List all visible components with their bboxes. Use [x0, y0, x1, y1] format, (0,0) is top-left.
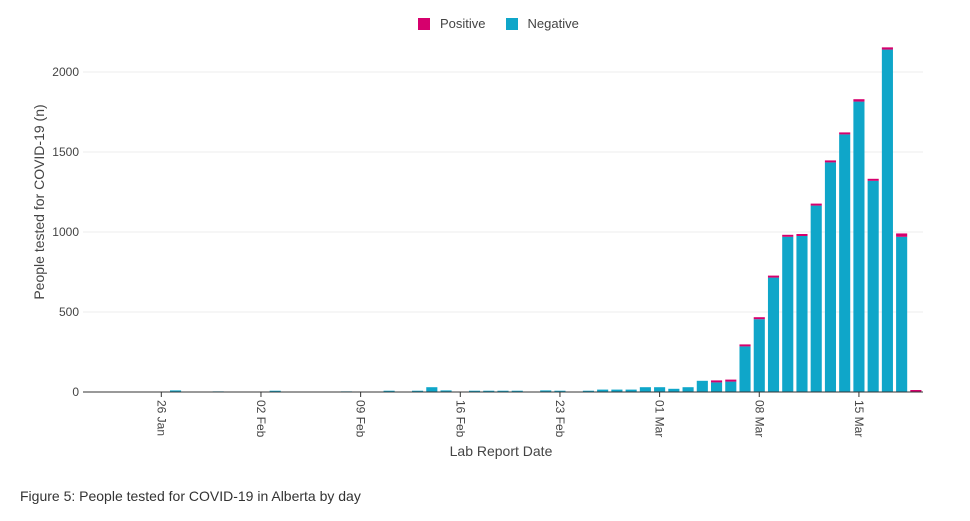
x-tick-label: 09 Feb: [354, 400, 368, 438]
bar-negative[interactable]: [639, 387, 651, 392]
legend-item-negative[interactable]: Negative: [505, 16, 579, 31]
bar-positive[interactable]: [910, 390, 922, 392]
x-tick-label: 23 Feb: [553, 400, 567, 438]
bar-negative[interactable]: [426, 387, 438, 392]
y-tick-label: 1000: [52, 225, 79, 239]
x-tick-label: 26 Jan: [154, 400, 168, 436]
bar-negative[interactable]: [881, 49, 893, 392]
bar-negative[interactable]: [412, 390, 424, 392]
legend-swatch-negative: [505, 17, 518, 30]
bar-negative[interactable]: [625, 389, 637, 392]
bar-negative[interactable]: [839, 134, 851, 392]
bar-negative[interactable]: [739, 346, 751, 392]
bar-negative[interactable]: [440, 390, 452, 392]
y-tick-label: 0: [72, 385, 79, 399]
bar-negative[interactable]: [824, 162, 837, 392]
bar-positive[interactable]: [896, 233, 908, 237]
bar-negative[interactable]: [540, 390, 552, 392]
bar-positive[interactable]: [725, 379, 737, 382]
bar-negative[interactable]: [810, 205, 822, 392]
bar-negative[interactable]: [767, 277, 780, 392]
legend-item-positive[interactable]: Positive: [418, 16, 486, 31]
bars: [98, 47, 922, 392]
bar-negative[interactable]: [682, 387, 694, 392]
bar-negative[interactable]: [511, 390, 523, 392]
y-tick-label: 1500: [52, 145, 79, 159]
bar-negative[interactable]: [782, 236, 794, 392]
bar-negative[interactable]: [711, 382, 723, 392]
bar-positive[interactable]: [767, 275, 780, 278]
bar-negative[interactable]: [867, 180, 879, 392]
legend-label-negative: Negative: [527, 16, 579, 31]
bar-negative[interactable]: [483, 390, 495, 392]
bar-negative[interactable]: [269, 390, 281, 392]
bar-positive[interactable]: [796, 234, 808, 236]
bar-negative[interactable]: [554, 390, 566, 392]
bar-positive[interactable]: [753, 317, 765, 320]
bar-positive[interactable]: [853, 99, 865, 102]
bar-negative[interactable]: [896, 236, 908, 392]
bar-positive[interactable]: [839, 132, 851, 135]
bar-positive[interactable]: [739, 344, 751, 347]
bar-negative[interactable]: [468, 390, 481, 392]
bar-positive[interactable]: [867, 178, 879, 181]
x-axis-title: Lab Report Date: [450, 443, 553, 459]
bar-negative[interactable]: [497, 390, 509, 392]
bar-negative[interactable]: [654, 387, 666, 392]
bar-negative[interactable]: [696, 380, 708, 392]
bar-negative[interactable]: [582, 390, 594, 392]
bar-positive[interactable]: [782, 234, 794, 237]
legend: Positive Negative: [418, 16, 579, 31]
y-tick-label: 500: [59, 305, 79, 319]
y-axis-title: People tested for COVID-19 (n): [31, 104, 47, 299]
bar-positive[interactable]: [810, 203, 822, 206]
x-tick-label: 15 Mar: [852, 400, 866, 437]
y-tick-label: 2000: [52, 65, 79, 79]
x-tick-label: 16 Feb: [453, 400, 467, 438]
bar-positive[interactable]: [824, 160, 837, 163]
y-axis: 0 500 1000 1500 2000: [52, 65, 79, 399]
bar-negative[interactable]: [383, 390, 395, 392]
bar-negative[interactable]: [753, 319, 765, 392]
bar-negative[interactable]: [725, 381, 737, 392]
legend-swatch-positive: [418, 17, 430, 30]
bar-negative[interactable]: [853, 101, 865, 392]
bar-negative[interactable]: [611, 389, 623, 392]
bar-positive[interactable]: [711, 380, 723, 383]
figure-caption: Figure 5: People tested for COVID-19 in …: [20, 488, 361, 504]
x-axis: 26 Jan 02 Feb 09 Feb 16 Feb 23 Feb 01 Mar 08 M…: [83, 391, 923, 438]
x-tick-label: 08 Mar: [752, 400, 766, 437]
x-tick-label: 02 Feb: [254, 400, 268, 438]
legend-label-positive: Positive: [440, 16, 486, 31]
bar-negative[interactable]: [597, 389, 609, 392]
x-tick-label: 01 Mar: [653, 400, 667, 437]
bar-negative[interactable]: [668, 388, 680, 392]
bar-negative[interactable]: [796, 236, 808, 392]
bar-positive[interactable]: [881, 47, 893, 50]
bar-negative[interactable]: [169, 390, 182, 392]
